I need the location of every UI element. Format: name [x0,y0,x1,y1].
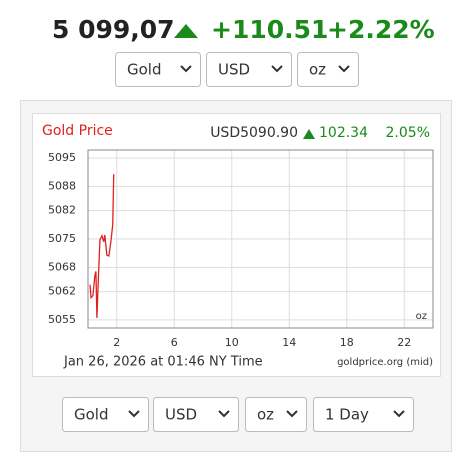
dropdown[interactable]: Gold [62,397,149,432]
x-tick-label: 6 [171,336,178,349]
y-tick-label: 5075 [48,232,76,245]
dropdown[interactable]: Gold [115,52,201,87]
dropdown-label[interactable]: oz [257,406,274,424]
dropdown-label[interactable]: Gold [74,406,109,424]
y-tick-label: 5088 [48,179,76,192]
change: +110.51 [211,15,328,44]
x-tick-label: 18 [340,336,354,349]
y-tick-label: 5062 [48,285,76,298]
quote: USD5090.90 [210,125,298,141]
unit-note: oz [416,311,427,322]
dropdown-box[interactable] [297,52,359,87]
dropdown-box[interactable] [115,52,201,87]
chevron[interactable] [286,410,298,418]
dropdown[interactable]: USD [206,52,292,87]
dropdown[interactable]: USD [153,397,239,432]
x-tick-label: 10 [225,336,239,349]
dropdown-label[interactable]: oz [309,61,326,79]
dropdown-box[interactable] [245,397,307,432]
quote-up-icon [303,129,315,139]
y-tick-label: 5068 [48,260,76,273]
chevron[interactable] [393,410,405,418]
source: goldprice.org (mid) [337,357,433,368]
chevron[interactable] [128,410,140,418]
chevron[interactable] [271,65,283,73]
dropdown-label[interactable]: 1 Day [325,406,369,424]
chevron[interactable] [338,65,350,73]
dropdown[interactable]: oz [245,397,307,432]
x-tick-label: 22 [397,336,411,349]
chevron[interactable] [180,65,192,73]
dropdown-box[interactable] [62,397,149,432]
dropdown[interactable]: oz [297,52,359,87]
dropdown-label[interactable]: Gold [127,61,162,79]
dropdown-box[interactable] [313,397,414,432]
chart-title: Gold Price [42,123,113,139]
chevron[interactable] [218,410,230,418]
y-tick-label: 5095 [48,151,76,164]
y-tick-label: 5082 [48,204,76,217]
price: 5 099,07 [52,15,175,44]
dropdown-label[interactable]: USD [218,61,250,79]
dropdown[interactable]: 1 Day [313,397,414,432]
price-line [89,174,115,318]
plot-frame [87,149,434,329]
x-tick-label: 14 [282,336,296,349]
quote-change: 102.34 [319,125,368,141]
chart-box [32,113,441,377]
dropdown-box[interactable] [153,397,239,432]
timestamp: Jan 26, 2026 at 01:46 NY Time [63,355,263,370]
up-icon [174,24,198,38]
dropdown-label[interactable]: USD [165,406,197,424]
dropdown-box[interactable] [206,52,292,87]
x-tick-label: 2 [113,336,120,349]
quote-percent: 2.05% [386,125,430,141]
y-tick-label: 5055 [48,313,76,326]
percent: +2.22% [327,15,435,44]
